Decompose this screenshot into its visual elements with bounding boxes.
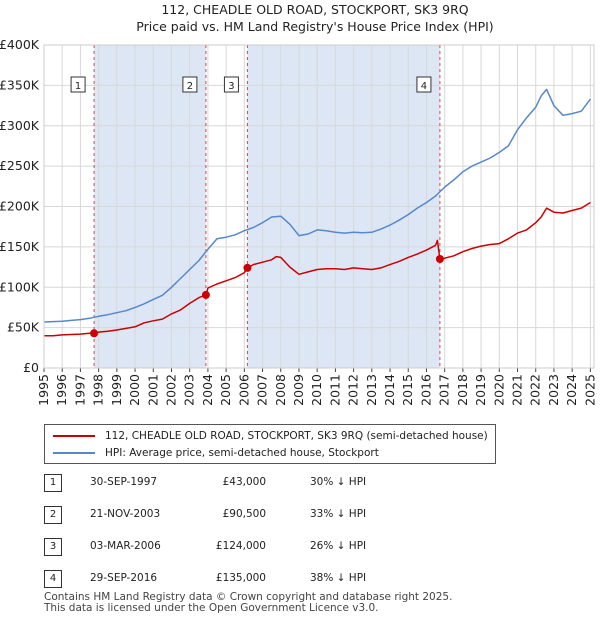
x-tick-label: 2002 [163, 374, 178, 406]
sale-number-badge: 1 [44, 474, 62, 492]
x-tick-label: 2015 [400, 374, 415, 406]
sale-hpi-diff: 26% ↓ HPI [310, 540, 367, 552]
y-tick-label: £300K [0, 118, 40, 133]
sale-point [243, 263, 252, 272]
sale-label-box [70, 76, 86, 93]
footer-line-2: This data is licensed under the Open Gov… [44, 602, 379, 614]
x-tick-label: 2009 [291, 374, 306, 406]
x-tick-label: 2022 [528, 374, 543, 406]
sale-label-box [416, 76, 432, 93]
sale-price: £124,000 [215, 540, 266, 552]
legend-item-property: 112, CHEADLE OLD ROAD, STOCKPORT, SK3 9R… [53, 428, 488, 444]
x-tick-label: 2013 [364, 374, 379, 406]
table-row: 4 29-SEP-2016 £135,000 38% ↓ HPI [44, 570, 464, 588]
x-tick-label: 2020 [491, 374, 506, 406]
chart-title: 112, CHEADLE OLD ROAD, STOCKPORT, SK3 9R… [161, 2, 468, 17]
sale-date: 29-SEP-2016 [90, 572, 158, 584]
sale-number-badge: 3 [44, 538, 62, 556]
x-tick-label: 2008 [273, 374, 288, 406]
x-tick-label: 1996 [54, 374, 69, 406]
x-tick-label: 1995 [36, 374, 51, 406]
x-tick-label: 2017 [437, 374, 452, 406]
x-tick-label: 2010 [309, 374, 324, 406]
sale-number-badge: 2 [44, 506, 62, 524]
chart-area: 112, CHEADLE OLD ROAD, STOCKPORT, SK3 9R… [0, 2, 597, 406]
x-tick-label: 2012 [346, 374, 361, 406]
x-tick-label: 2001 [145, 374, 160, 406]
y-tick-label: £0 [23, 360, 39, 375]
sale-point [201, 290, 210, 299]
sale-price: £90,500 [222, 508, 266, 520]
sale-label-box [223, 76, 239, 93]
x-tick-label: 2004 [200, 374, 215, 406]
x-tick-label: 2021 [510, 374, 525, 406]
sale-date: 03-MAR-2006 [90, 540, 161, 552]
x-tick-label: 2023 [546, 374, 561, 406]
x-tick-label: 2016 [418, 374, 433, 406]
legend: 112, CHEADLE OLD ROAD, STOCKPORT, SK3 9R… [44, 424, 496, 464]
x-tick-label: 2007 [255, 374, 270, 406]
x-tick-label: 2018 [455, 374, 470, 406]
sale-point [435, 254, 444, 263]
sale-hpi-diff: 33% ↓ HPI [310, 508, 367, 520]
chart-subtitle: Price paid vs. HM Land Registry's House … [136, 19, 493, 34]
series-line [44, 201, 591, 337]
y-tick-label: £200K [0, 199, 40, 214]
x-tick-label: 2014 [382, 374, 397, 406]
sale-point [90, 329, 99, 338]
table-row: 3 03-MAR-2006 £124,000 26% ↓ HPI [44, 538, 464, 556]
table-row: 2 21-NOV-2003 £90,500 33% ↓ HPI [44, 506, 464, 524]
x-tick-label: 2003 [182, 374, 197, 406]
sale-label: 4 [421, 81, 427, 92]
table-row: 1 30-SEP-1997 £43,000 30% ↓ HPI [44, 474, 464, 492]
x-tick-label: 2019 [473, 374, 488, 406]
sale-hpi-diff: 38% ↓ HPI [310, 572, 367, 584]
sale-label: 1 [75, 81, 81, 92]
sale-hpi-diff: 30% ↓ HPI [310, 476, 367, 488]
y-tick-label: £150K [0, 239, 40, 254]
plot-frame [43, 44, 595, 369]
sale-label: 3 [228, 81, 234, 92]
legend-label-hpi: HPI: Average price, semi-detached house,… [105, 447, 379, 459]
legend-swatch-blue [53, 452, 95, 454]
footer-line-1: Contains HM Land Registry data © Crown c… [44, 591, 453, 603]
y-tick-label: £400K [0, 37, 40, 52]
sale-date: 30-SEP-1997 [90, 476, 158, 488]
sale-date: 21-NOV-2003 [90, 508, 161, 520]
y-tick-label: £50K [7, 320, 40, 335]
legend-item-hpi: HPI: Average price, semi-detached house,… [53, 445, 379, 461]
x-tick-label: 2006 [236, 374, 251, 406]
legend-label-property: 112, CHEADLE OLD ROAD, STOCKPORT, SK3 9R… [105, 430, 488, 442]
x-tick-label: 2005 [218, 374, 233, 406]
x-tick-label: 1997 [72, 374, 87, 406]
x-tick-label: 2000 [127, 374, 142, 406]
sale-number-badge: 4 [44, 570, 62, 588]
series-line [43, 88, 591, 323]
x-tick-label: 1998 [91, 374, 106, 406]
sale-label: 2 [187, 81, 193, 92]
y-tick-label: £250K [0, 158, 40, 173]
legend-swatch-red [53, 435, 95, 437]
y-tick-label: £100K [0, 279, 40, 294]
x-tick-label: 2024 [564, 374, 579, 406]
sale-label-box [182, 76, 198, 93]
y-tick-label: £350K [0, 77, 40, 92]
x-tick-label: 2011 [327, 374, 342, 406]
sale-price: £135,000 [215, 572, 266, 584]
footer-attribution: Contains HM Land Registry data © Crown c… [44, 592, 452, 614]
x-tick-label: 2025 [582, 374, 597, 406]
sale-price: £43,000 [222, 476, 266, 488]
x-tick-label: 1999 [109, 374, 124, 406]
